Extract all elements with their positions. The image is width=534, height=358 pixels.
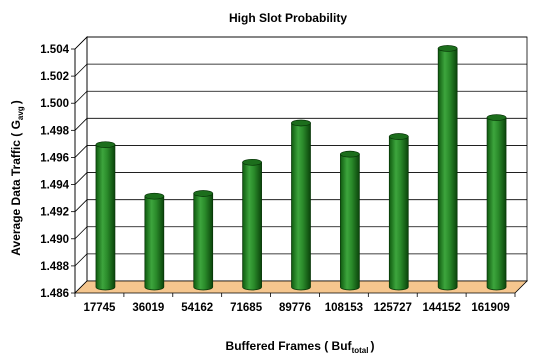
- x-tick-label: 161909: [471, 302, 509, 314]
- side-wall: [74, 36, 88, 294]
- bar-body: [437, 48, 458, 291]
- y-tick-label: 1.486: [40, 288, 69, 300]
- bar-body: [388, 136, 409, 291]
- bar-top: [193, 190, 214, 197]
- y-tick-label: 1.504: [40, 44, 69, 56]
- bar-body: [193, 193, 214, 291]
- bars: [95, 45, 507, 291]
- x-tick-label: 54162: [181, 302, 213, 314]
- bar-top: [291, 119, 311, 127]
- x-tick-label: 125727: [374, 302, 412, 314]
- bar-top: [95, 141, 116, 149]
- bar-top: [144, 192, 165, 200]
- gridline-side: [74, 199, 88, 212]
- bar: [193, 190, 214, 291]
- x-tick-label: 144152: [422, 302, 460, 314]
- bar: [95, 141, 116, 291]
- bar: [291, 119, 311, 291]
- bar: [340, 150, 360, 291]
- y-tick-label: 1.498: [40, 125, 69, 137]
- gridline-side: [74, 36, 88, 50]
- y-axis-title-main: Average Data Traffic ( G: [9, 120, 23, 256]
- y-tick-label: 1.496: [40, 152, 69, 164]
- bar-body: [95, 144, 116, 291]
- bar: [242, 158, 262, 291]
- bar-body: [144, 195, 165, 291]
- x-tick-label: 17745: [83, 302, 116, 314]
- bar-top: [437, 45, 458, 52]
- bar: [437, 45, 458, 291]
- gridline-side: [74, 253, 88, 267]
- bar-body: [340, 153, 360, 291]
- gridline-side: [74, 118, 88, 131]
- bar-top: [486, 114, 507, 121]
- gridline-side: [74, 63, 88, 77]
- x-axis-title-close: ): [370, 339, 374, 353]
- gridline-side: [74, 90, 88, 104]
- bar-body: [291, 122, 311, 291]
- y-axis-ticks: 1.486 1.488 1.490 1.492 1.494 1.496 1.498 1.500…: [40, 44, 75, 300]
- gridline-side: [74, 226, 88, 240]
- bar: [144, 192, 165, 291]
- gridline-side: [74, 145, 88, 158]
- y-tick-label: 1.488: [40, 261, 69, 273]
- y-axis-title-sub: avg: [16, 106, 25, 120]
- x-axis-title: Buffered Frames ( Buftotal): [226, 339, 375, 355]
- x-tick-label: 71685: [230, 302, 263, 314]
- y-axis-title-close: ): [9, 100, 23, 104]
- y-tick-label: 1.502: [40, 71, 69, 83]
- x-axis-title-sub: total: [352, 346, 369, 355]
- y-axis-title: Average Data Traffic ( Gavg): [9, 100, 25, 255]
- x-axis-title-main: Buffered Frames ( Buf: [226, 339, 353, 353]
- bar-top: [340, 150, 360, 158]
- bar-body: [242, 161, 262, 291]
- chart-title: High Slot Probability: [229, 11, 347, 25]
- x-tick-label: 108153: [325, 302, 363, 314]
- y-tick-label: 1.500: [40, 98, 69, 110]
- x-axis-ticks: 17745 36019 54162 71685 89776 108153 125727 144…: [74, 293, 516, 314]
- x-tick-label: 89776: [279, 302, 311, 314]
- bar: [388, 133, 409, 291]
- bar-top: [242, 158, 262, 166]
- gridline-side: [74, 172, 88, 185]
- bar-body: [486, 117, 507, 291]
- x-tick-label: 36019: [132, 302, 164, 314]
- y-tick-label: 1.494: [40, 180, 69, 192]
- bar-top: [388, 133, 409, 140]
- bar: [486, 114, 507, 291]
- y-tick-label: 1.490: [40, 234, 69, 246]
- y-tick-label: 1.492: [40, 207, 69, 219]
